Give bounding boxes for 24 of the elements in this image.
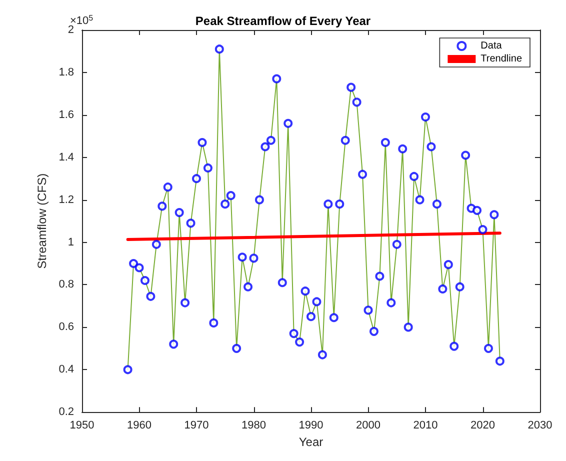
x-tick-label: 1980 [242,420,266,432]
y-tick-label: 0.2 [58,406,74,418]
y-tick-label: 1.4 [58,151,74,164]
y-tick-label: 0.8 [58,278,74,291]
legend-label: Trendline [480,54,522,64]
chart-title: Peak Streamflow of Every Year [195,14,371,28]
y-tick-label: 1 [68,236,74,248]
x-tick-label: 2000 [356,420,380,432]
y-tick-label: 1.6 [58,108,74,121]
x-axis-title: Year [298,435,324,449]
x-tick-label: 1960 [127,420,152,432]
y-tick-label: 1.8 [58,66,74,78]
y-axis-title: Streamflow (CFS) [34,173,49,269]
x-tick-label: 1970 [184,420,209,432]
y-tick-label: 1.2 [58,194,74,206]
legend-label: Data [480,40,502,52]
y-tick-label: 2 [68,24,74,36]
x-tick-label: 2030 [528,420,552,432]
x-tick-label: 2020 [470,420,495,432]
x-tick-label: 2010 [413,420,438,432]
x-tick-label: 1950 [70,420,94,432]
x-tick-label: 1990 [298,420,324,432]
y-tick-label: 0.6 [58,321,74,334]
y-tick-label: 0.4 [58,364,74,376]
